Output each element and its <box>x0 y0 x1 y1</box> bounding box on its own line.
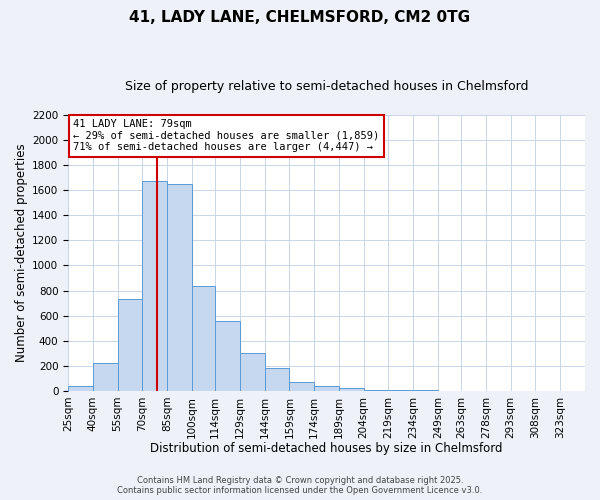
Bar <box>93 364 118 391</box>
Bar <box>364 390 388 391</box>
Bar <box>314 386 339 391</box>
Bar <box>265 368 289 391</box>
Bar <box>289 382 314 391</box>
X-axis label: Distribution of semi-detached houses by size in Chelmsford: Distribution of semi-detached houses by … <box>151 442 503 455</box>
Text: 41 LADY LANE: 79sqm
← 29% of semi-detached houses are smaller (1,859)
71% of sem: 41 LADY LANE: 79sqm ← 29% of semi-detach… <box>73 119 380 152</box>
Title: Size of property relative to semi-detached houses in Chelmsford: Size of property relative to semi-detach… <box>125 80 529 93</box>
Bar <box>240 353 265 391</box>
Bar <box>142 182 167 391</box>
Y-axis label: Number of semi-detached properties: Number of semi-detached properties <box>15 144 28 362</box>
Bar <box>388 390 413 391</box>
Bar <box>118 300 142 391</box>
Bar <box>192 286 215 391</box>
Bar <box>167 184 192 391</box>
Text: Contains HM Land Registry data © Crown copyright and database right 2025.
Contai: Contains HM Land Registry data © Crown c… <box>118 476 482 495</box>
Bar <box>215 320 240 391</box>
Bar <box>68 386 93 391</box>
Bar <box>339 388 364 391</box>
Text: 41, LADY LANE, CHELMSFORD, CM2 0TG: 41, LADY LANE, CHELMSFORD, CM2 0TG <box>130 10 470 25</box>
